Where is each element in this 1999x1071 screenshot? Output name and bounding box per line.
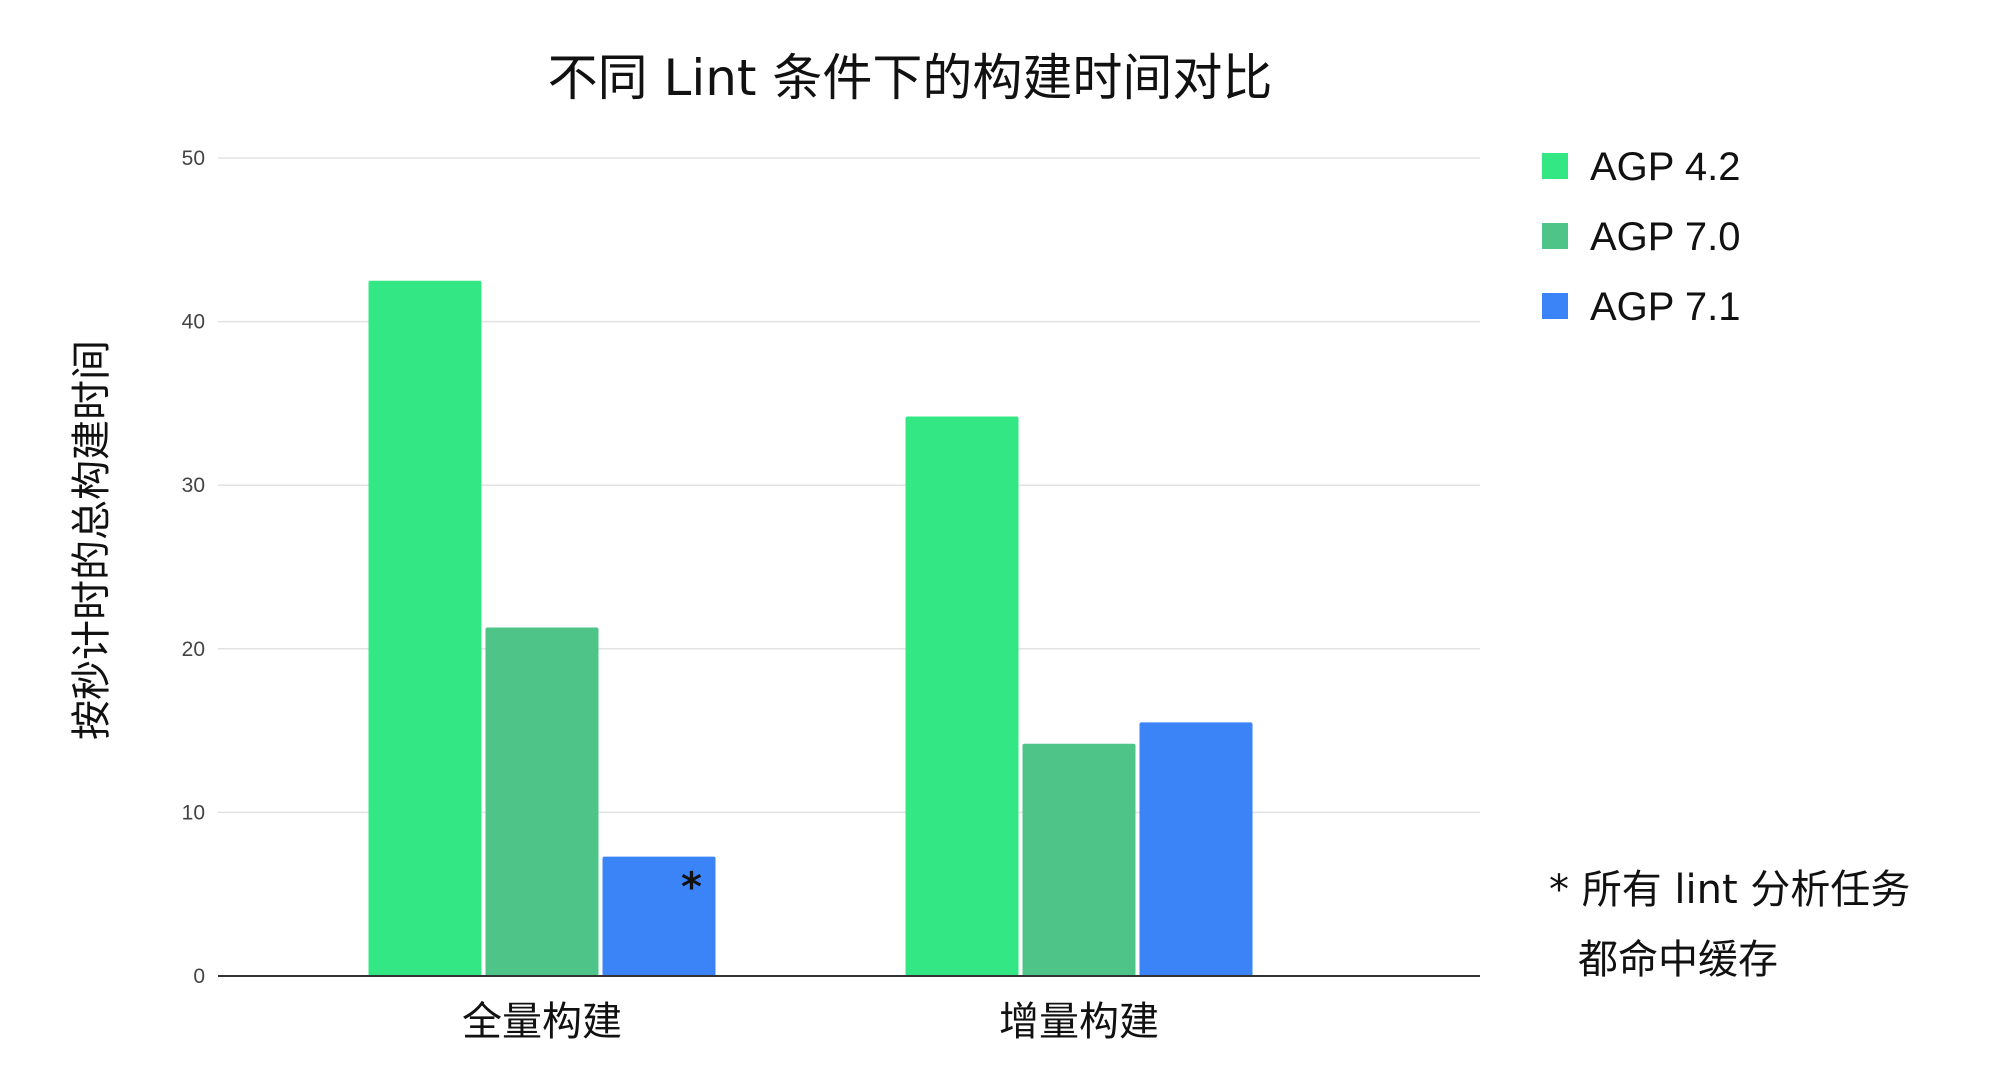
legend-swatch: [1542, 223, 1568, 249]
y-tick-label: 50: [182, 147, 205, 170]
annotations: *: [681, 865, 702, 911]
legend: AGP 4.2 AGP 7.0 AGP 7.1: [1542, 145, 1740, 329]
footnote-line: 都命中缓存: [1578, 937, 1778, 983]
y-tick-label: 20: [182, 638, 205, 661]
bar-agp-4-2-0: [368, 280, 482, 976]
bar-agp-4-2-1: [905, 416, 1019, 976]
y-tick-label: 0: [193, 965, 205, 988]
legend-label: AGP 4.2: [1590, 145, 1740, 189]
bar-agp-7-0-1: [1022, 743, 1136, 976]
y-tick-label: 30: [182, 474, 205, 497]
y-tick-label: 10: [182, 801, 205, 824]
bar-agp-7-1-0: [602, 856, 716, 976]
bars: [368, 280, 1253, 976]
bar-agp-7-1-1: [1139, 722, 1253, 976]
y-tick-label: 40: [182, 311, 205, 334]
bar-annotation: *: [681, 865, 702, 911]
x-category-label: 全量构建: [462, 999, 622, 1045]
legend-swatch: [1542, 293, 1568, 319]
x-axis-categories: 全量构建 增量构建: [462, 999, 1159, 1045]
legend-swatch: [1542, 153, 1568, 179]
x-category-label: 增量构建: [999, 999, 1159, 1045]
y-axis-ticks: 0 10 20 30 40 50: [182, 147, 205, 988]
legend-label: AGP 7.1: [1590, 285, 1740, 329]
bar-agp-7-0-0: [485, 627, 599, 976]
footnote-line: * 所有 lint 分析任务: [1549, 867, 1910, 913]
y-axis-label: 按秒计时的总构建时间: [69, 340, 115, 740]
chart-title: 不同 Lint 条件下的构建时间对比: [548, 49, 1273, 107]
legend-label: AGP 7.0: [1590, 215, 1740, 259]
